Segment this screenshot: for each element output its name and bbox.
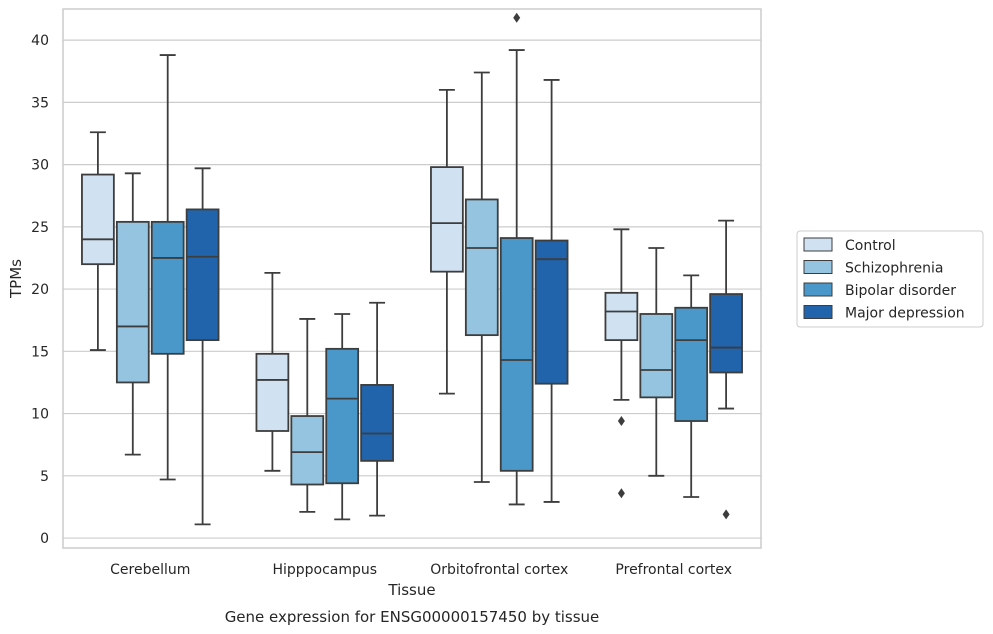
- legend-frame: [796, 230, 984, 328]
- x-tick-label: Orbitofrontal cortex: [430, 562, 568, 578]
- chart-caption: Gene expression for ENSG00000157450 by t…: [225, 608, 600, 626]
- box-iqr: [534, 239, 569, 385]
- box-iqr: [709, 293, 743, 374]
- box-iqr: [604, 291, 639, 342]
- box-mark: [150, 54, 185, 481]
- box-mark: [499, 12, 534, 506]
- y-tick-label: 20: [31, 282, 49, 298]
- box-mark: [604, 228, 639, 499]
- y-axis-ticks: 0 5 10 15 20 25 30 35 40: [31, 33, 49, 547]
- box-iqr: [115, 220, 150, 384]
- box-iqr: [185, 208, 220, 342]
- legend-entry-label: Schizophrenia: [845, 261, 943, 277]
- box-iqr: [325, 347, 360, 485]
- y-tick-label: 40: [31, 33, 49, 49]
- outlier-point: [722, 509, 730, 520]
- x-axis-label: Tissue: [387, 581, 435, 599]
- legend-swatch: [803, 237, 833, 252]
- x-tick-label: Cerebellum: [110, 562, 190, 578]
- box-iqr: [81, 173, 115, 266]
- box-mark: [674, 274, 709, 498]
- box-iqr: [674, 306, 709, 422]
- x-tick-label: Hipppocampus: [272, 562, 377, 578]
- legend-entry-label: Control: [845, 238, 896, 254]
- box-mark: [290, 318, 325, 513]
- box-iqr: [499, 237, 534, 472]
- box-mark: [430, 89, 464, 395]
- box-iqr: [639, 313, 674, 399]
- legend: Control Schizophrenia Bipolar disorder Majo…: [796, 230, 984, 328]
- y-axis-label: TPMs: [7, 259, 25, 299]
- x-axis-ticks: Cerebellum Hipppocampus Orbitofrontal cort…: [110, 562, 732, 578]
- outlier-point: [617, 416, 625, 427]
- outlier-point: [617, 488, 625, 499]
- y-tick-label: 30: [31, 158, 49, 174]
- y-tick-label: 5: [40, 469, 49, 485]
- legend-entry-label: Major depression: [845, 306, 965, 322]
- box-mark: [185, 167, 220, 526]
- box-mark: [464, 71, 499, 483]
- legend-swatch: [803, 260, 833, 274]
- x-tick-label: Prefrontal cortex: [615, 562, 732, 578]
- legend-swatch: [803, 305, 833, 319]
- box-iqr: [150, 220, 185, 355]
- box-mark: [81, 131, 115, 351]
- box-mark: [325, 313, 360, 521]
- y-tick-label: 25: [31, 220, 49, 236]
- box-iqr: [255, 352, 290, 432]
- box-mark: [115, 172, 150, 456]
- y-tick-label: 10: [31, 407, 49, 423]
- box-iqr: [360, 384, 394, 462]
- box-mark: [534, 79, 569, 503]
- box-plot-marks: [81, 12, 743, 526]
- y-tick-label: 0: [40, 531, 49, 547]
- box-mark: [639, 247, 674, 477]
- plot-frame: [62, 8, 762, 549]
- legend-entry-label: Bipolar disorder: [845, 283, 956, 299]
- box-mark: [360, 301, 394, 517]
- y-tick-label: 15: [31, 344, 49, 360]
- y-tick-label: 35: [31, 95, 49, 111]
- box-iqr: [290, 415, 325, 486]
- outlier-point: [513, 12, 521, 23]
- box-iqr: [430, 166, 464, 273]
- box-mark: [255, 271, 290, 472]
- box-mark: [709, 219, 743, 520]
- legend-swatch: [803, 282, 833, 297]
- box-iqr: [464, 198, 499, 337]
